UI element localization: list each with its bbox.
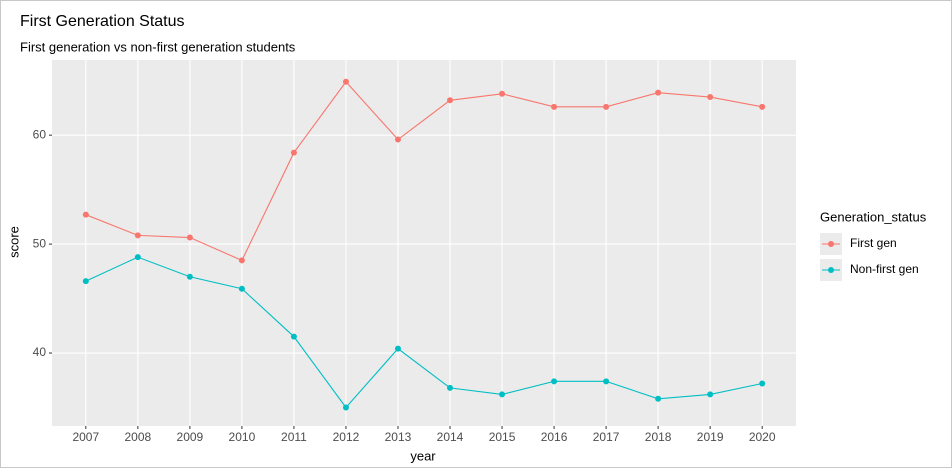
x-tick-label: 2015: [489, 430, 516, 444]
chart-subtitle: First generation vs non-first generation…: [20, 39, 296, 54]
x-tick-label: 2020: [749, 430, 776, 444]
data-point: [499, 90, 506, 97]
data-point: [238, 257, 245, 264]
data-point: [707, 391, 714, 398]
x-tick-label: 2010: [229, 430, 256, 444]
y-tick-label: 40: [33, 345, 47, 359]
series-line: [85, 80, 763, 262]
data-point: [759, 380, 766, 387]
data-point: [603, 378, 610, 385]
data-point: [134, 232, 141, 239]
x-tick-label: 2017: [593, 430, 620, 444]
y-axis-label: score: [6, 226, 21, 258]
x-tick-label: 2014: [437, 430, 464, 444]
data-point: [394, 345, 401, 352]
legend-point: [828, 267, 834, 273]
data-point: [134, 254, 141, 261]
chart-title: First Generation Status: [20, 13, 185, 30]
legend-label: First gen: [850, 236, 897, 250]
legend-title: Generation_status: [820, 209, 927, 224]
data-point: [447, 97, 454, 104]
data-point: [759, 103, 766, 110]
data-point: [655, 395, 662, 402]
x-axis-label: year: [410, 448, 436, 463]
y-tick-label: 60: [33, 127, 47, 141]
data-point: [707, 94, 714, 101]
legend-point: [828, 241, 834, 247]
y-tick-label: 50: [33, 236, 47, 250]
x-tick-label: 2012: [333, 430, 360, 444]
x-tick-label: 2007: [72, 430, 99, 444]
x-tick-label: 2009: [177, 430, 204, 444]
x-tick-label: 2013: [385, 430, 412, 444]
plot-panel: [52, 60, 796, 426]
data-point: [290, 149, 297, 156]
data-point: [603, 103, 610, 110]
series-line: [85, 256, 763, 409]
data-point: [342, 78, 349, 85]
data-point: [186, 234, 193, 241]
data-point: [82, 211, 89, 218]
x-tick-label: 2016: [541, 430, 568, 444]
data-point: [290, 333, 297, 340]
data-point: [551, 103, 558, 110]
data-point: [394, 136, 401, 143]
x-tick-label: 2008: [124, 430, 151, 444]
data-point: [551, 378, 558, 385]
data-point: [342, 404, 349, 411]
data-point: [82, 278, 89, 285]
data-point: [499, 391, 506, 398]
x-tick-label: 2019: [697, 430, 724, 444]
data-point: [447, 384, 454, 391]
data-point: [655, 89, 662, 96]
x-tick-label: 2011: [281, 430, 307, 444]
x-tick-label: 2018: [645, 430, 672, 444]
data-point: [186, 273, 193, 280]
legend-label: Non-first gen: [850, 262, 919, 276]
data-point: [238, 285, 245, 292]
